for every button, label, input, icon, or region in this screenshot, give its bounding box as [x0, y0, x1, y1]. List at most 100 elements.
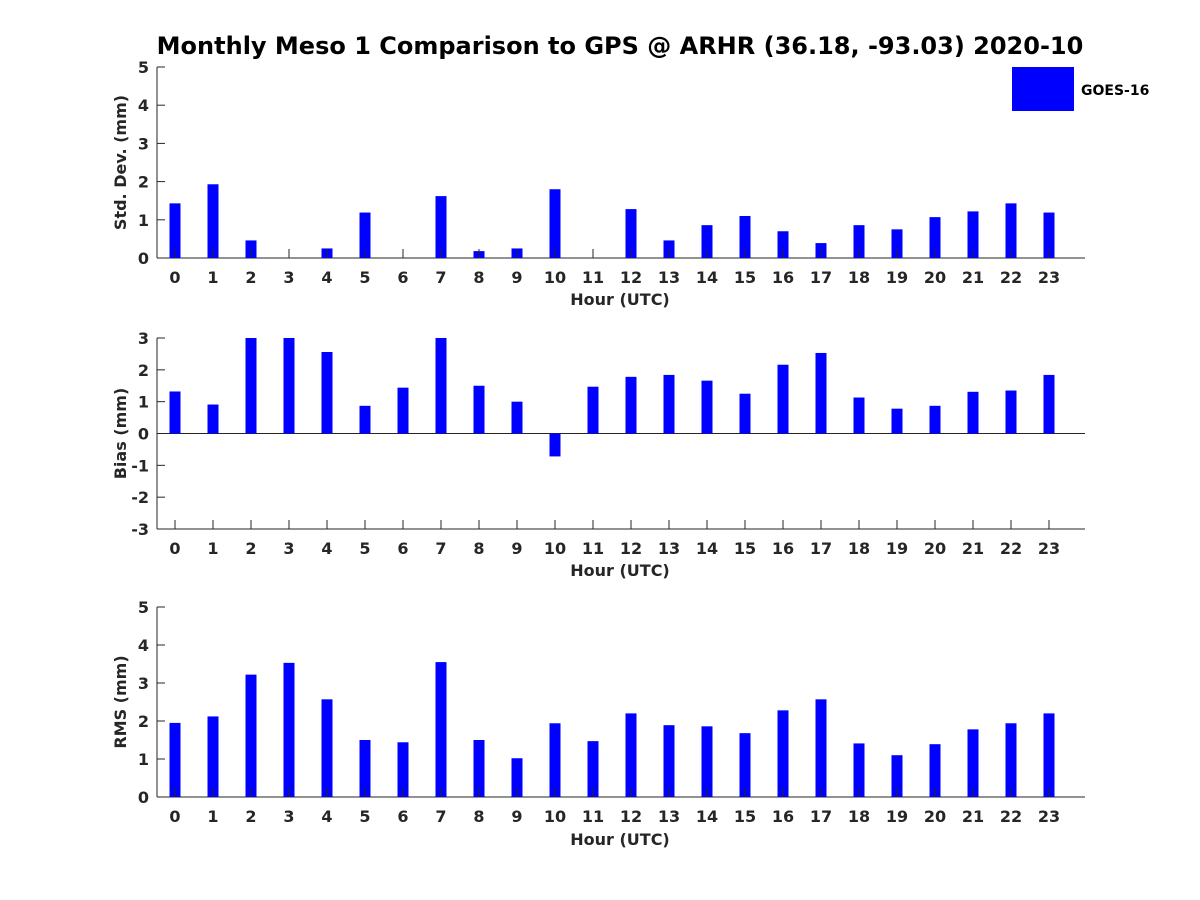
std-dev-x-tick-label: 15	[734, 268, 756, 287]
rms-bar-hour-13	[663, 725, 675, 797]
rms-bar-hour-18	[853, 743, 865, 797]
bias-bar-hour-18	[853, 397, 865, 434]
bias-x-tick-label: 18	[848, 539, 870, 558]
bias-x-tick-label: 8	[473, 539, 484, 558]
std-dev-x-tick-label: 21	[962, 268, 984, 287]
bias-bar-hour-1	[207, 404, 219, 434]
rms-x-tick-label: 23	[1038, 807, 1060, 826]
std-dev-x-tick-label: 7	[435, 268, 446, 287]
rms-bar-hour-19	[891, 755, 903, 797]
std-dev-y-tick-label: 0	[138, 249, 149, 268]
std-dev-bar-hour-5	[359, 212, 371, 258]
rms-bar-hour-4	[321, 699, 333, 797]
bias-bar-hour-5	[359, 405, 371, 434]
rms-bar-hour-9	[511, 758, 523, 797]
std-dev-x-tick-label: 6	[397, 268, 408, 287]
rms-bar-hour-3	[283, 662, 295, 797]
rms-x-tick-label: 5	[359, 807, 370, 826]
rms-x-tick-label: 21	[962, 807, 984, 826]
bias-bar-hour-7	[435, 338, 447, 434]
bias-x-tick-label: 14	[696, 539, 718, 558]
bias-y-tick-label: 3	[138, 329, 149, 348]
bias-bar-hour-4	[321, 352, 333, 434]
std-dev-bar-hour-10	[549, 189, 561, 258]
std-dev-bar-hour-22	[1005, 203, 1017, 258]
bias-y-axis-label: Bias (mm)	[111, 388, 130, 480]
bias-x-tick-label: 1	[207, 539, 218, 558]
bias-bar-hour-14	[701, 380, 713, 434]
rms-bar-hour-2	[245, 674, 257, 797]
rms-x-tick-label: 15	[734, 807, 756, 826]
std-dev-bar-hour-16	[777, 231, 789, 258]
bias-y-tick-label: 2	[138, 361, 149, 380]
std-dev-x-tick-label: 1	[207, 268, 218, 287]
rms-x-tick-label: 18	[848, 807, 870, 826]
rms-x-tick-label: 10	[544, 807, 566, 826]
bias-bar-hour-0	[169, 391, 181, 434]
bias-x-tick-label: 10	[544, 539, 566, 558]
bias-bar-hour-8	[473, 385, 485, 434]
rms-x-tick-label: 1	[207, 807, 218, 826]
legend: GOES-16	[1012, 67, 1149, 111]
std-dev-x-tick-label: 5	[359, 268, 370, 287]
rms-x-tick-label: 6	[397, 807, 408, 826]
std-dev-x-tick-label: 20	[924, 268, 946, 287]
bias-x-tick-label: 3	[283, 539, 294, 558]
std-dev-x-tick-label: 22	[1000, 268, 1022, 287]
std-dev-bar-hour-7	[435, 196, 447, 258]
rms-bar-hour-10	[549, 723, 561, 797]
bias-x-tick-label: 9	[511, 539, 522, 558]
legend-swatch	[1012, 67, 1074, 111]
std-dev-x-tick-label: 2	[245, 268, 256, 287]
std-dev-y-tick-label: 5	[138, 58, 149, 77]
std-dev-x-tick-label: 13	[658, 268, 680, 287]
rms-y-tick-label: 3	[138, 674, 149, 693]
bias-x-tick-label: 2	[245, 539, 256, 558]
bias-x-axis-label: Hour (UTC)	[570, 561, 670, 580]
rms-x-tick-label: 22	[1000, 807, 1022, 826]
bias-bar-hour-11	[587, 386, 599, 434]
bias-bar-hour-20	[929, 405, 941, 434]
std-dev-bar-hour-14	[701, 225, 713, 258]
bias-y-tick-label: -1	[131, 456, 149, 475]
bias-x-tick-label: 6	[397, 539, 408, 558]
rms-bar-hour-6	[397, 742, 409, 797]
chart-title: Monthly Meso 1 Comparison to GPS @ ARHR …	[157, 32, 1084, 60]
bias-bar-hour-12	[625, 376, 637, 434]
bias-bar-hour-13	[663, 374, 675, 434]
rms-y-tick-label: 5	[138, 598, 149, 617]
std-dev-x-tick-label: 14	[696, 268, 718, 287]
bias-x-tick-label: 22	[1000, 539, 1022, 558]
bias-bar-hour-15	[739, 393, 751, 434]
rms-bar-hour-8	[473, 740, 485, 797]
rms-x-tick-label: 2	[245, 807, 256, 826]
std-dev-bar-hour-18	[853, 225, 865, 258]
std-dev-x-tick-label: 11	[582, 268, 604, 287]
std-dev-x-tick-label: 4	[321, 268, 332, 287]
bias-bar-hour-19	[891, 408, 903, 434]
rms-x-tick-label: 7	[435, 807, 446, 826]
bias-x-tick-label: 20	[924, 539, 946, 558]
std-dev-bar-hour-0	[169, 203, 181, 258]
std-dev-bar-hour-21	[967, 211, 979, 258]
rms-bar-hour-17	[815, 699, 827, 797]
rms-bar-hour-12	[625, 713, 637, 797]
bias-x-tick-label: 16	[772, 539, 794, 558]
bias-bar-hour-2	[245, 338, 257, 434]
rms-bar-hour-11	[587, 741, 599, 797]
rms-y-axis-label: RMS (mm)	[111, 655, 130, 748]
bias-x-tick-label: 4	[321, 539, 332, 558]
rms-x-tick-label: 4	[321, 807, 332, 826]
std-dev-x-tick-label: 19	[886, 268, 908, 287]
bias-bar-hour-17	[815, 352, 827, 434]
rms-y-tick-label: 0	[138, 788, 149, 807]
rms-bar-hour-15	[739, 733, 751, 797]
rms-y-tick-label: 2	[138, 712, 149, 731]
std-dev-bar-hour-20	[929, 217, 941, 258]
legend-label: GOES-16	[1081, 83, 1149, 99]
rms-x-axis-label: Hour (UTC)	[570, 830, 670, 849]
rms-y-tick-label: 1	[138, 750, 149, 769]
std-dev-bar-hour-19	[891, 229, 903, 258]
bias-bar-hour-22	[1005, 390, 1017, 434]
